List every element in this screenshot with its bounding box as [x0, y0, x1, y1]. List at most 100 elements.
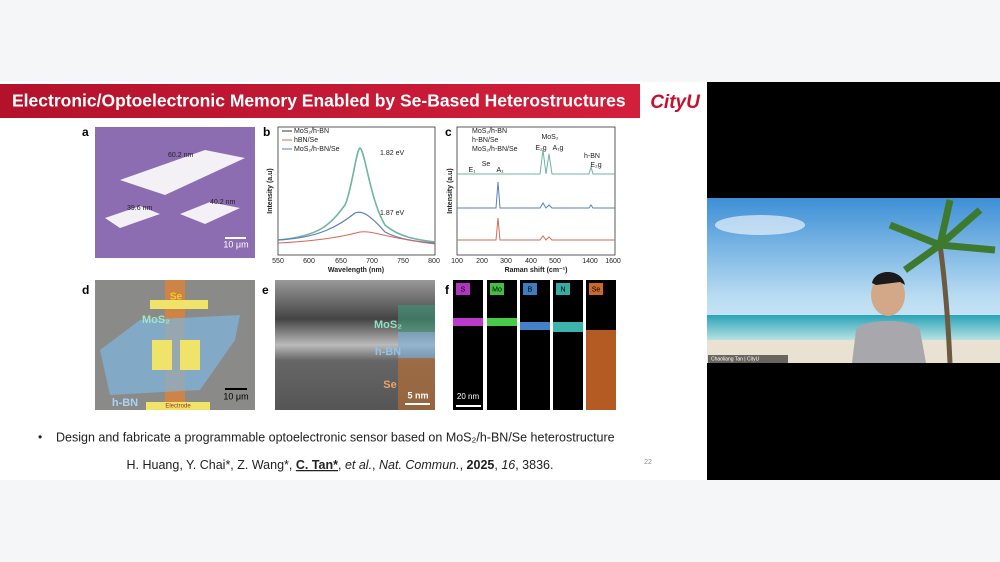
map-signal	[553, 322, 583, 332]
panel-label: f	[445, 283, 450, 297]
map-label: Se	[592, 286, 601, 293]
map-label: N	[560, 286, 565, 293]
citation-part: , 3836.	[515, 458, 553, 472]
flake	[120, 150, 245, 195]
citation-part: C. Tan*	[296, 458, 338, 472]
curve	[457, 217, 615, 241]
axis-label: Intensity (a.u)	[447, 168, 454, 214]
flake	[105, 206, 160, 228]
height-label: 39.6 nm	[127, 205, 152, 212]
page-number: 22	[644, 459, 652, 466]
slide-title: Electronic/Optoelectronic Memory Enabled…	[12, 91, 626, 111]
citation-part: ,	[460, 458, 467, 472]
annotation: A₁	[496, 167, 504, 174]
electrode	[152, 340, 172, 370]
name-tag-bg	[708, 355, 788, 363]
x-tick-label: 300	[500, 258, 512, 265]
height-label: 40.2 nm	[210, 199, 235, 206]
afm-image	[95, 127, 255, 258]
map-label: Mo	[492, 286, 502, 293]
scale-label: 20 nm	[457, 392, 480, 401]
overlay	[398, 358, 435, 410]
x-tick-label: 700	[366, 258, 378, 265]
map-tile	[453, 280, 483, 410]
logo-box	[641, 84, 707, 118]
x-tick-label: 500	[549, 258, 561, 265]
palm-leaves	[888, 199, 996, 273]
map-label-box	[589, 283, 603, 295]
label: MoS₂	[142, 314, 170, 326]
axis-label: Raman shift (cm⁻¹)	[505, 267, 568, 274]
label: h-BN	[375, 346, 401, 358]
title-bar	[0, 84, 640, 118]
citation-part: ,	[494, 458, 501, 472]
overlay	[398, 332, 435, 358]
eds-maps: S Mo B N Se	[453, 280, 616, 410]
legend-entry: hBN/Se	[294, 137, 318, 144]
electrode	[150, 300, 208, 309]
label: MoS₂	[374, 319, 402, 331]
x-tick-label: 750	[397, 258, 409, 265]
map-label-box	[556, 283, 570, 295]
electrode	[146, 402, 210, 410]
map-signal	[520, 322, 550, 330]
height-label: 60.2 nm	[168, 152, 193, 159]
bullet-dot: •	[38, 430, 42, 444]
annotation: E₁	[468, 167, 476, 174]
name-tag: Chaoliang Tan | CityU	[711, 356, 760, 362]
x-tick-label: 650	[335, 258, 347, 265]
map-label: S	[461, 286, 466, 293]
label: h-BN	[112, 397, 138, 409]
plot-frame	[456, 126, 616, 256]
map-signal	[586, 330, 616, 410]
x-tick-label: 1600	[605, 258, 621, 265]
map-tile	[553, 280, 583, 410]
x-tick-label: 800	[428, 258, 440, 265]
annotation: 1.87 eV	[380, 210, 404, 217]
sea	[707, 315, 1000, 340]
annotation: E₂g	[590, 162, 601, 169]
scale-label: 10 μm	[223, 239, 248, 249]
label: Se	[383, 379, 396, 391]
annotation: E₂g	[535, 145, 546, 152]
cloud	[715, 215, 805, 235]
flake	[180, 202, 240, 224]
annotation: A₁g	[553, 145, 564, 152]
tick-labels: 550 600 650 700 750 800	[272, 258, 440, 265]
citation: H. Huang, Y. Chai*, Z. Wang*, C. Tan*, e…	[127, 458, 554, 472]
label: Se	[170, 292, 183, 303]
map-signal	[487, 318, 517, 326]
x-tick-label: 550	[272, 258, 284, 265]
annotation: Se	[482, 161, 491, 168]
map-label-box	[490, 283, 504, 295]
curve	[457, 181, 615, 209]
bullet-text: Design and fabricate a programmable opto…	[56, 430, 615, 444]
citation-part: et al.	[345, 458, 372, 472]
citation-part: 2025	[467, 458, 495, 472]
legend-entry: MoS₂/h-BN	[294, 128, 329, 135]
map-signal	[453, 318, 483, 326]
scale-label: 10 μm	[223, 391, 248, 401]
panel-label: b	[263, 125, 270, 139]
citation-part: ,	[372, 458, 379, 472]
annotation: MoS₂	[541, 134, 558, 141]
person-hair	[872, 271, 905, 285]
scale-label: 5 nm	[407, 390, 428, 400]
axis-label: Intensity (a.u)	[267, 168, 274, 214]
curve	[277, 231, 436, 245]
x-tick-label: 1400	[582, 258, 598, 265]
plot-frame	[277, 126, 436, 256]
curve	[457, 149, 615, 175]
x-tick-label: 400	[525, 258, 537, 265]
annotation: h-BN	[584, 153, 600, 160]
person-body	[852, 321, 926, 363]
legend-entry: h-BN/Se	[472, 137, 499, 144]
map-label: B	[528, 286, 533, 293]
x-tick-label: 200	[476, 258, 488, 265]
panel-label: d	[82, 283, 89, 297]
axis-label: Wavelength (nm)	[328, 267, 384, 274]
citation-part: 16	[501, 458, 515, 472]
map-label-box	[456, 283, 470, 295]
